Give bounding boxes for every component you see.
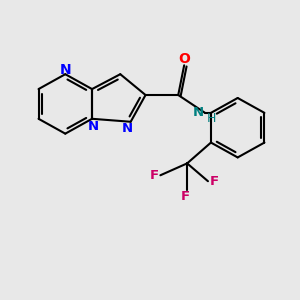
Text: F: F [209, 175, 218, 188]
Text: F: F [181, 190, 190, 202]
Text: N: N [59, 63, 71, 77]
Text: N: N [88, 120, 99, 133]
Text: N: N [192, 106, 203, 119]
Text: F: F [150, 169, 159, 182]
Text: H: H [206, 112, 216, 125]
Text: O: O [178, 52, 190, 66]
Text: N: N [122, 122, 133, 135]
